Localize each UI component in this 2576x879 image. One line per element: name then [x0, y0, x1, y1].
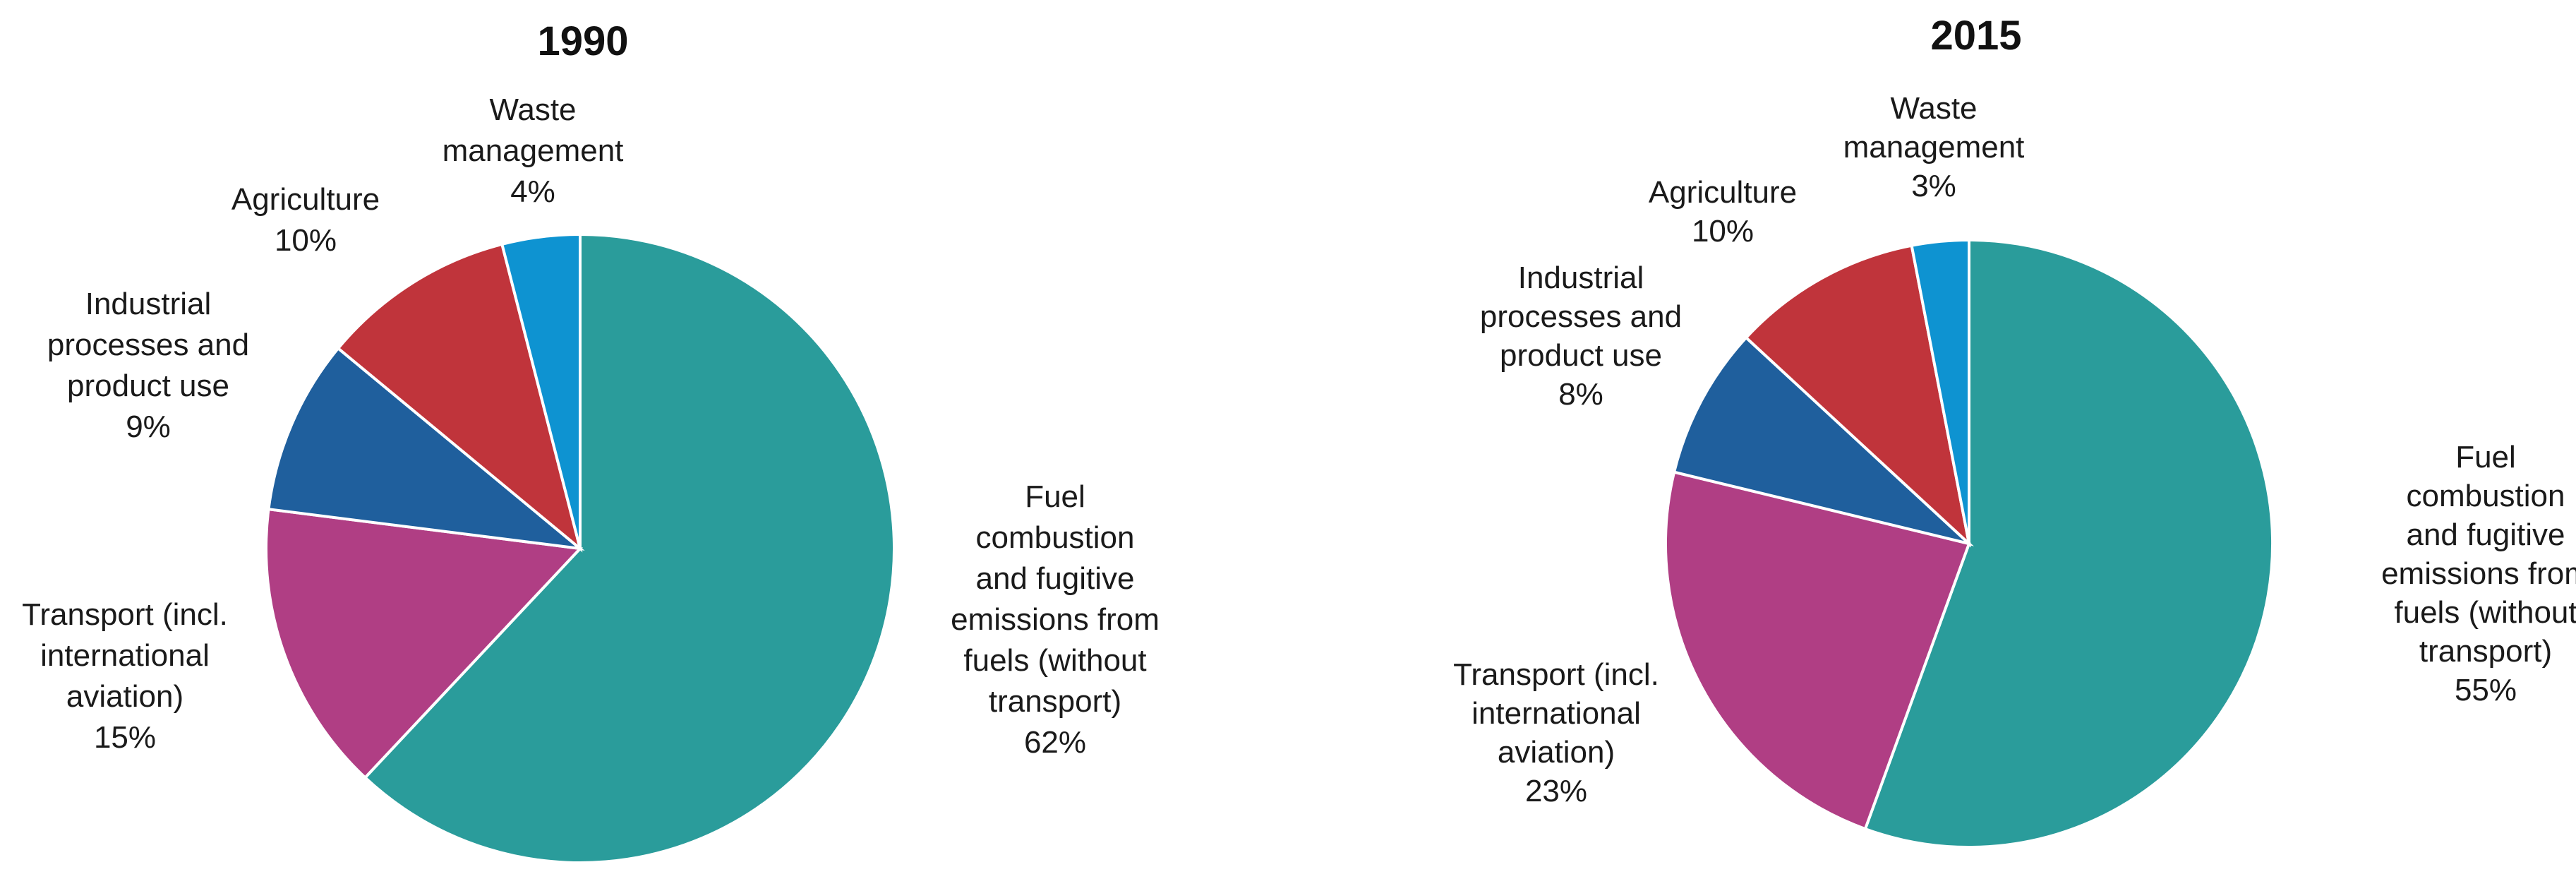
slice-label-line: product use	[1500, 338, 1662, 373]
pie-slice-fuel-combustion-and-fugitive-emissions-from-fuels-without-transport	[363, 232, 896, 864]
pie-slice-industrial-processes-and-product-use	[267, 346, 585, 551]
slice-label-line: Transport (incl.	[1453, 657, 1659, 692]
slice-label-line: management	[1843, 130, 2025, 165]
slice-label-transport-incl-international-aviation: Transport (incl. international aviation) 23…	[1453, 657, 1659, 808]
slice-value-label: 55%	[2455, 673, 2517, 707]
slice-label-line: combustion	[975, 520, 1134, 555]
slice-label-line: international	[40, 638, 210, 673]
slice-label-line: aviation)	[66, 679, 183, 714]
slice-label-waste-management: Waste management 3%	[1843, 91, 2025, 203]
chart-title: 1990	[537, 18, 628, 64]
slice-label-industrial-processes-and-product-use: Industrial processes and product use 8%	[1480, 261, 1682, 412]
pie-chart-2015: 2015 Fuel combustion and fugitive emissions …	[1453, 13, 2576, 849]
slice-value-label: 4%	[510, 174, 555, 209]
slice-label-line: international	[1471, 696, 1641, 731]
slice-label-industrial-processes-and-product-use: Industrial processes and product use 9%	[47, 287, 249, 444]
slice-label-line: product use	[67, 369, 229, 403]
slice-label-line: and fugitive	[2406, 518, 2565, 552]
slice-value-label: 10%	[275, 223, 337, 258]
slice-label-line: emissions from	[2381, 556, 2576, 591]
pie-slice-waste-management	[500, 232, 582, 549]
slice-value-label: 62%	[1024, 725, 1086, 760]
slice-label-waste-management: Waste management 4%	[443, 92, 624, 209]
slice-label-line: Waste	[489, 92, 576, 127]
slice-label-line: aviation)	[1498, 735, 1615, 770]
slice-value-label: 8%	[1558, 377, 1603, 412]
slice-label-line: Agriculture	[231, 182, 380, 217]
slice-label-line: transport)	[2419, 634, 2552, 669]
slice-label-line: Agriculture	[1649, 175, 1797, 210]
slice-label-agriculture: Agriculture 10%	[1649, 175, 1797, 249]
slice-value-label: 3%	[1911, 169, 1956, 203]
slice-label-agriculture: Agriculture 10%	[231, 182, 380, 258]
slice-label-transport-incl-international-aviation: Transport (incl. international aviation) 15…	[22, 597, 228, 755]
slice-value-label: 23%	[1525, 774, 1587, 808]
chart-title: 2015	[1930, 13, 2021, 59]
slice-label-line: Transport (incl.	[22, 597, 228, 632]
slice-label-line: processes and	[1480, 299, 1682, 334]
slice-label-line: Fuel	[1025, 479, 1085, 514]
slice-label-line: processes and	[47, 328, 249, 362]
pie-slice-waste-management	[1910, 238, 1970, 544]
pie-slice-fuel-combustion-and-fugitive-emissions-from-fuels-without-transport	[1863, 238, 2274, 849]
slice-label-line: management	[443, 133, 624, 168]
slice-value-label: 10%	[1692, 214, 1754, 249]
slice-label-line: Industrial	[85, 287, 212, 321]
pie-slice-transport-incl-international-aviation	[1663, 470, 1971, 831]
slice-label-line: Industrial	[1518, 261, 1644, 295]
pie-slice-agriculture	[336, 242, 583, 553]
slice-value-label: 15%	[94, 720, 156, 755]
slice-label-line: emissions from	[951, 602, 1160, 637]
slice-label-line: transport)	[989, 684, 1121, 719]
slice-label-fuel-combustion-and-fugitive-emissions-from-fuels-without-transport: Fuel combustion and fugitive emissions from…	[2381, 440, 2576, 707]
slice-label-line: combustion	[2406, 479, 2565, 513]
slice-label-line: Fuel	[2455, 440, 2516, 474]
slice-label-line: and fugitive	[975, 561, 1134, 596]
slice-value-label: 9%	[126, 409, 171, 444]
slice-label-line: fuels (without	[963, 643, 1146, 678]
pie-slice-industrial-processes-and-product-use	[1672, 335, 1975, 546]
slice-label-line: fuels (without	[2394, 595, 2576, 630]
pie-slice-agriculture	[1744, 244, 1972, 548]
slice-label-fuel-combustion-and-fugitive-emissions-from-fuels-without-transport: Fuel combustion and fugitive emissions from…	[951, 479, 1160, 760]
pie-slice-transport-incl-international-aviation	[265, 507, 584, 780]
pie-chart-1990: 1990 Fuel combustion and fugitive emissions …	[22, 18, 1160, 864]
slice-label-line: Waste	[1890, 91, 1977, 126]
